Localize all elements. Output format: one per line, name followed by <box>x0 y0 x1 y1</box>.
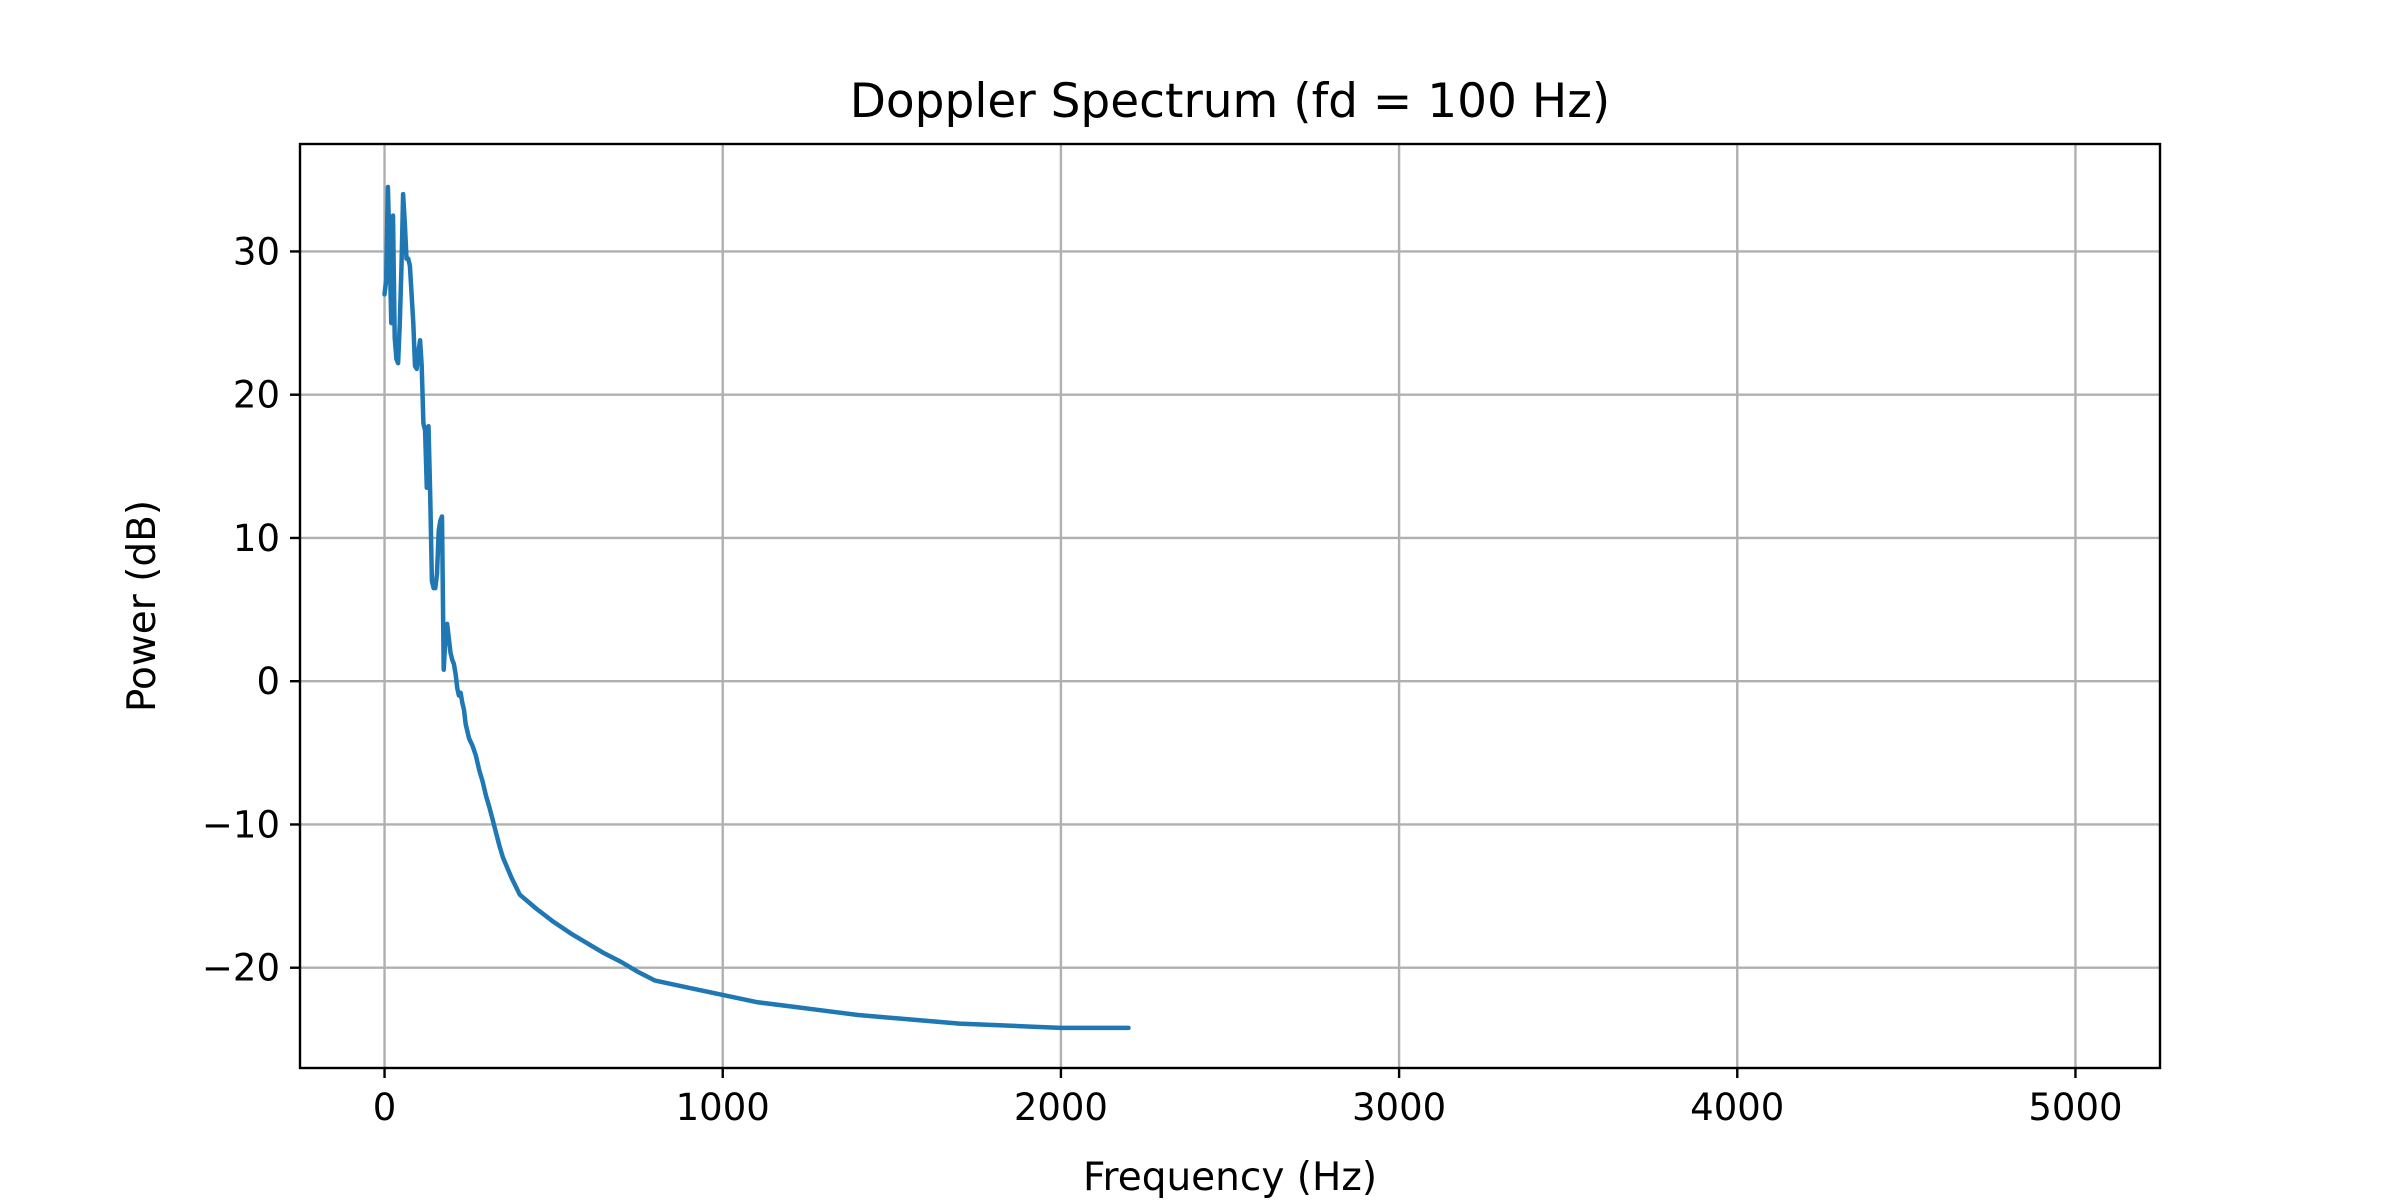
y-tick-label: 0 <box>256 660 280 703</box>
x-tick-label: 2000 <box>1014 1086 1108 1129</box>
tick-layer: 0 1000 2000 3000 4000 5000 −20 −10 0 10 20 30 <box>202 230 2123 1129</box>
y-tick-label: 10 <box>233 517 280 560</box>
y-tick-label: −10 <box>202 803 280 846</box>
series-layer <box>382 184 1131 1031</box>
y-tick-label: −20 <box>202 947 280 990</box>
grid-layer <box>300 144 2160 1068</box>
y-tick-label: 30 <box>233 230 280 273</box>
x-axis-label: Frequency (Hz) <box>1083 1155 1377 1200</box>
x-tick-label: 5000 <box>2028 1086 2122 1129</box>
plot-frame <box>298 142 2162 1070</box>
x-tick-label: 4000 <box>1690 1086 1784 1129</box>
y-tick-label: 20 <box>233 374 280 417</box>
series-line <box>382 184 1131 1031</box>
x-tick-label: 0 <box>373 1086 397 1129</box>
x-tick-label: 3000 <box>1352 1086 1446 1129</box>
x-tick-label: 1000 <box>676 1086 770 1129</box>
y-axis-label: Power (dB) <box>120 500 165 712</box>
chart-title: Doppler Spectrum (fd = 100 Hz) <box>850 74 1611 129</box>
